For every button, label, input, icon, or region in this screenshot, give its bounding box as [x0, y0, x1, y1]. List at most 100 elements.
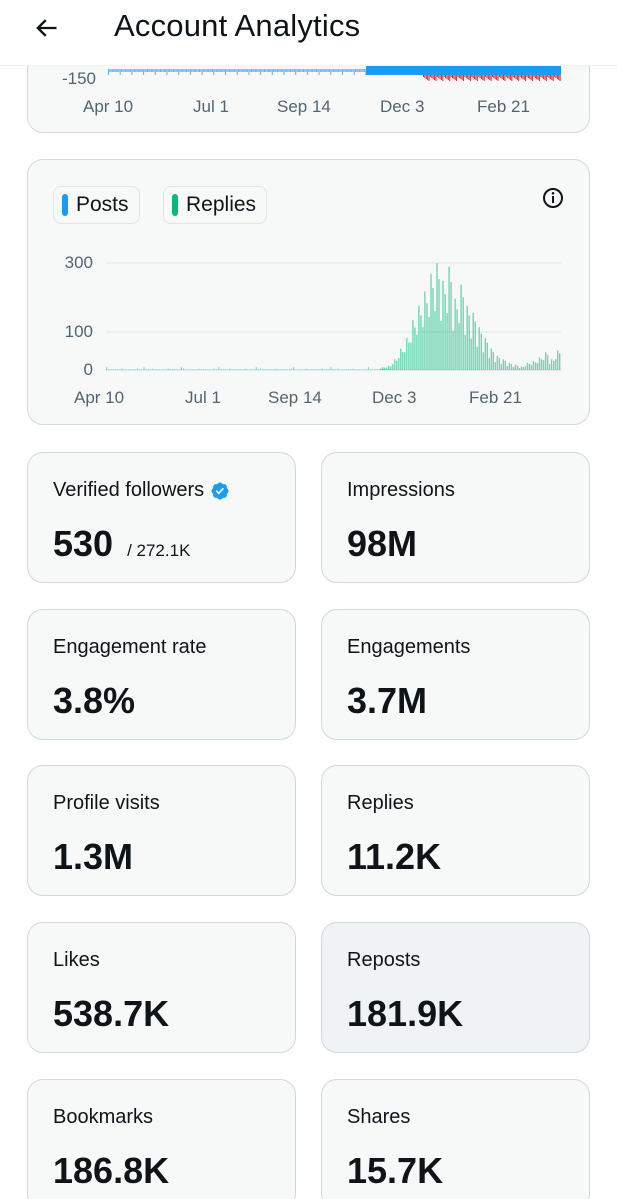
reply-bar	[422, 326, 424, 370]
net-bar	[299, 69, 301, 72]
reply-bar	[213, 368, 215, 370]
reply-bar	[172, 369, 174, 370]
reply-bar	[117, 369, 119, 370]
net-bar	[156, 69, 158, 72]
reply-bar	[244, 368, 246, 370]
stat-card-profile-visits[interactable]: Profile visits 1.3M	[27, 765, 296, 896]
net-bar	[244, 69, 246, 72]
stat-card-reposts[interactable]: Reposts 181.9K	[321, 922, 590, 1053]
reply-bar	[134, 369, 136, 370]
stat-card-shares[interactable]: Shares 15.7K	[321, 1079, 590, 1199]
net-bar-negative	[436, 75, 438, 77]
reply-bar	[410, 342, 412, 370]
stat-card-likes[interactable]: Likes 538.7K	[27, 922, 296, 1053]
net-bar	[349, 69, 351, 72]
net-bar-negative	[445, 75, 447, 78]
net-bar	[205, 69, 207, 72]
net-bar	[310, 69, 312, 72]
net-bar	[114, 69, 116, 72]
reply-bar	[394, 359, 396, 370]
stat-card-engagements[interactable]: Engagements 3.7M	[321, 609, 590, 740]
info-icon[interactable]	[541, 186, 565, 210]
reply-bar	[334, 369, 336, 370]
net-bar	[147, 69, 148, 72]
reply-bar	[200, 369, 202, 370]
reply-bar	[220, 369, 222, 370]
net-bar-negative	[464, 75, 466, 77]
reply-bar	[396, 360, 398, 370]
net-bar-negative	[486, 75, 488, 78]
net-bar-negative	[460, 75, 462, 79]
net-bar-negative	[514, 75, 516, 78]
stat-card-replies[interactable]: Replies 11.2K	[321, 765, 590, 896]
net-bar	[184, 69, 186, 72]
net-bar-negative	[527, 75, 529, 78]
reply-bar	[460, 284, 462, 370]
reply-bar	[520, 366, 523, 370]
net-bar	[344, 69, 346, 72]
net-bar-negative	[463, 75, 465, 81]
net-bar	[240, 69, 242, 72]
reply-bar	[388, 365, 390, 370]
net-bar-negative	[493, 75, 495, 78]
reply-bar	[110, 369, 112, 370]
verified-badge-icon	[211, 481, 229, 500]
net-bar	[329, 69, 330, 72]
reply-bar	[345, 369, 347, 370]
back-button[interactable]	[26, 8, 66, 48]
net-bar	[176, 69, 178, 72]
reply-bar	[315, 369, 317, 370]
reply-bar	[253, 369, 255, 370]
reply-bar	[486, 342, 488, 370]
net-bar-negative	[469, 75, 471, 81]
x-tick-label: Jul 1	[185, 388, 221, 407]
net-bar	[239, 69, 241, 72]
reply-bar	[194, 369, 196, 370]
reply-bar	[231, 369, 233, 370]
net-bar-negative	[451, 75, 453, 78]
reply-bar	[442, 280, 444, 370]
reply-bar	[310, 369, 312, 370]
reply-bar	[484, 337, 486, 370]
reply-bar	[482, 352, 484, 370]
legend-posts-toggle[interactable]: Posts	[53, 186, 140, 224]
net-bar	[327, 69, 329, 72]
reply-bar	[512, 367, 515, 370]
net-bar	[180, 69, 182, 72]
net-bar	[303, 69, 304, 72]
net-bar	[119, 69, 121, 75]
y-tick-label: 300	[64, 253, 93, 272]
reply-bar	[538, 357, 541, 370]
reply-bar	[418, 305, 420, 370]
net-bar	[351, 69, 353, 72]
reply-bar	[528, 363, 531, 370]
net-bar	[279, 69, 281, 72]
net-bar-negative	[453, 75, 455, 79]
net-bar	[318, 69, 320, 75]
stat-label: Reposts	[347, 949, 421, 971]
reply-bar	[304, 369, 306, 370]
reply-bar	[488, 358, 490, 370]
net-bar	[212, 69, 213, 72]
net-bar	[280, 69, 282, 72]
arrow-left-icon	[36, 19, 57, 37]
legend-replies-toggle[interactable]: Replies	[163, 186, 268, 224]
reply-bar	[384, 367, 386, 370]
net-bar-negative	[532, 75, 534, 81]
reply-bar	[424, 291, 426, 370]
net-bar-negative	[431, 75, 433, 78]
net-bar	[275, 69, 277, 72]
net-bar	[208, 69, 210, 72]
net-bar-negative	[498, 75, 500, 77]
stat-card-impressions[interactable]: Impressions 98M	[321, 452, 590, 583]
reply-bar	[534, 362, 537, 370]
stat-label: Profile visits	[53, 792, 160, 814]
stat-card-verified-followers[interactable]: Verified followers 530 / 272.1K	[27, 452, 296, 583]
reply-bar	[380, 368, 382, 370]
net-bar-negative	[530, 75, 532, 80]
net-bar	[197, 69, 199, 72]
net-bar-negative	[536, 75, 538, 79]
stat-card-engagement-rate[interactable]: Engagement rate 3.8%	[27, 609, 296, 740]
stat-card-bookmarks[interactable]: Bookmarks 186.8K	[27, 1079, 296, 1199]
net-bar	[355, 69, 356, 72]
